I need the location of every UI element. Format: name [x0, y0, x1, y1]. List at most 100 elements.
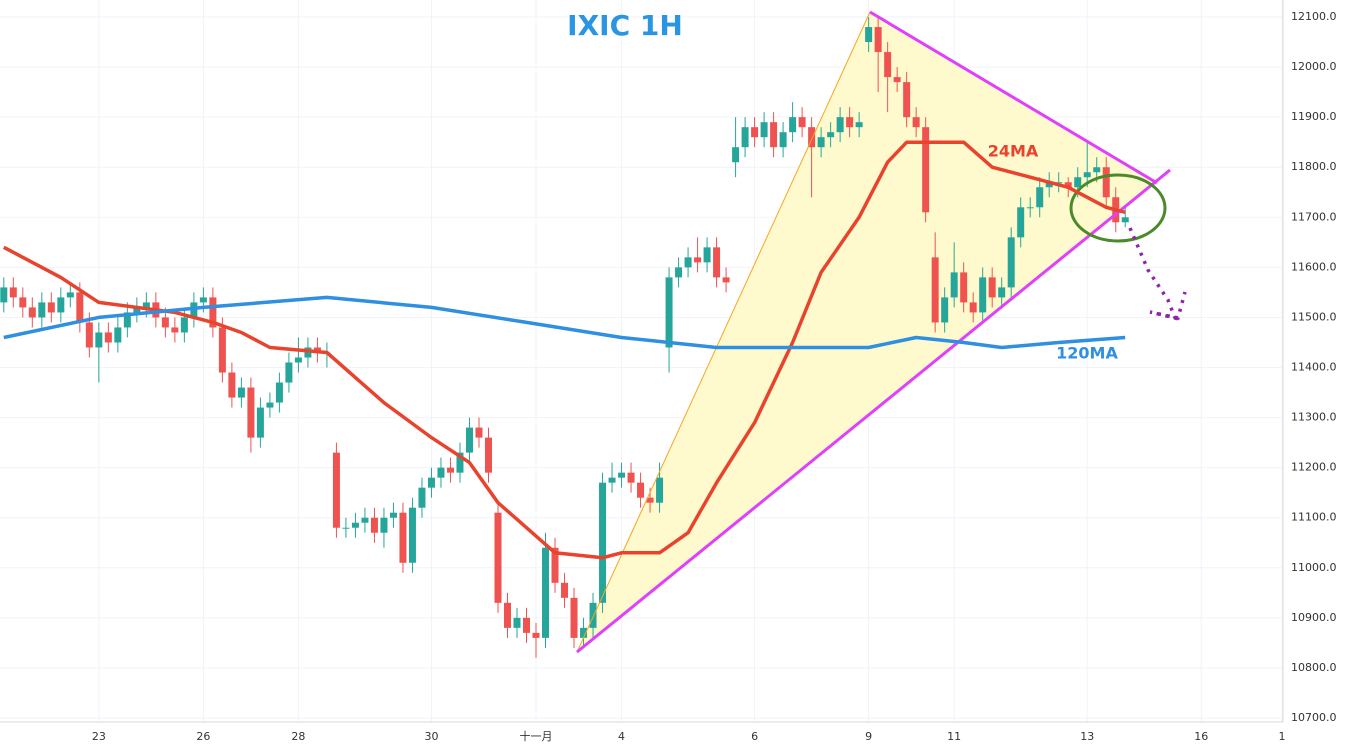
y-tick-label: 11300.0	[1291, 411, 1337, 424]
candle-body	[38, 302, 46, 318]
x-tick-label: 28	[291, 730, 305, 743]
candle-body	[950, 272, 958, 298]
candle-body	[808, 127, 816, 148]
candle-body	[66, 292, 74, 298]
candle-body	[361, 517, 369, 523]
candle-body	[332, 452, 340, 528]
candle-body	[133, 307, 141, 313]
candle-body	[494, 512, 502, 603]
candle-body	[542, 547, 550, 638]
candle-body	[0, 287, 8, 303]
candle-body	[1026, 207, 1034, 209]
candle-body	[998, 287, 1006, 298]
candle-body	[275, 382, 283, 403]
candle-body	[437, 467, 445, 478]
candle-body	[836, 117, 844, 133]
candle-body	[484, 437, 492, 473]
candle-body	[199, 297, 207, 303]
candle-body	[399, 512, 407, 563]
x-tick-label: 26	[196, 730, 210, 743]
candle-body	[969, 302, 977, 313]
candle-body	[846, 117, 854, 128]
support-line	[576, 168, 1171, 654]
candle-body	[57, 297, 65, 313]
y-tick-label: 11800.0	[1291, 160, 1337, 173]
candle-body	[855, 122, 863, 128]
candle-body	[665, 277, 673, 348]
rise-line	[576, 11, 871, 653]
y-tick-label: 11700.0	[1291, 210, 1337, 223]
x-tick-label: 30	[424, 730, 438, 743]
candle-body	[218, 327, 226, 373]
candle-body	[865, 27, 873, 43]
candle-body	[380, 517, 388, 533]
candle-body	[713, 247, 721, 278]
candle-body	[580, 627, 588, 638]
candle-body	[1036, 187, 1044, 208]
y-tick-label: 10900.0	[1291, 611, 1337, 624]
triangle-fill	[577, 12, 1157, 652]
y-tick-label: 11200.0	[1291, 461, 1337, 474]
candle-body	[760, 122, 768, 138]
candle-body	[532, 632, 540, 638]
candle-body	[76, 292, 84, 323]
x-tick-label: 1	[1279, 730, 1286, 743]
x-tick-label: 23	[92, 730, 106, 743]
candle-body	[427, 477, 435, 488]
candle-body	[285, 362, 293, 383]
y-tick-label: 11100.0	[1291, 511, 1337, 524]
candle-body	[171, 327, 179, 333]
candle-body	[646, 497, 654, 503]
y-tick-label: 11400.0	[1291, 361, 1337, 374]
candle-body	[228, 372, 236, 398]
candle-body	[1017, 207, 1025, 238]
candle-body	[656, 477, 664, 503]
candle-body	[903, 82, 911, 118]
candle-body	[675, 267, 683, 278]
candle-body	[931, 257, 939, 323]
candle-body	[627, 472, 635, 483]
candle-body	[209, 297, 217, 328]
candle-body	[561, 582, 569, 598]
candle-body	[827, 132, 835, 138]
resistance-line	[869, 10, 1158, 185]
candle-body	[618, 472, 626, 478]
candle-body	[408, 507, 416, 563]
candle-body	[789, 117, 797, 133]
candle-body	[817, 137, 825, 148]
candle-body	[570, 597, 578, 638]
candle-body	[142, 302, 150, 308]
candle-body	[1055, 182, 1063, 184]
candle-body	[1074, 177, 1082, 188]
candle-body	[95, 332, 103, 348]
candle-body	[1121, 217, 1129, 223]
candle-body	[979, 277, 987, 313]
candle-body	[85, 322, 93, 348]
projection	[1128, 227, 1187, 321]
candle-body	[523, 617, 531, 633]
candle-body	[798, 117, 806, 128]
candle-body	[1083, 172, 1091, 178]
candle-body	[47, 302, 55, 313]
candle-body	[703, 247, 711, 263]
candle-body	[599, 482, 607, 603]
candle-body	[637, 482, 645, 498]
candle-body	[960, 272, 968, 303]
y-tick-label: 12000.0	[1291, 60, 1337, 73]
candle-body	[1045, 182, 1053, 188]
candle-body	[9, 287, 17, 298]
candle-body	[28, 307, 36, 318]
candle-body	[1064, 182, 1072, 188]
candle-body	[751, 127, 759, 138]
candle-body	[256, 407, 264, 438]
candle-body	[722, 277, 730, 283]
chart-title: IXIC 1H	[567, 9, 683, 42]
candle-body	[503, 602, 511, 628]
candle-body	[237, 387, 245, 398]
candle-body	[770, 122, 778, 148]
candle-body	[941, 297, 949, 323]
candle-body	[922, 127, 930, 213]
candle-body	[779, 132, 787, 148]
candle-body	[114, 327, 122, 343]
candle-body	[475, 427, 483, 438]
